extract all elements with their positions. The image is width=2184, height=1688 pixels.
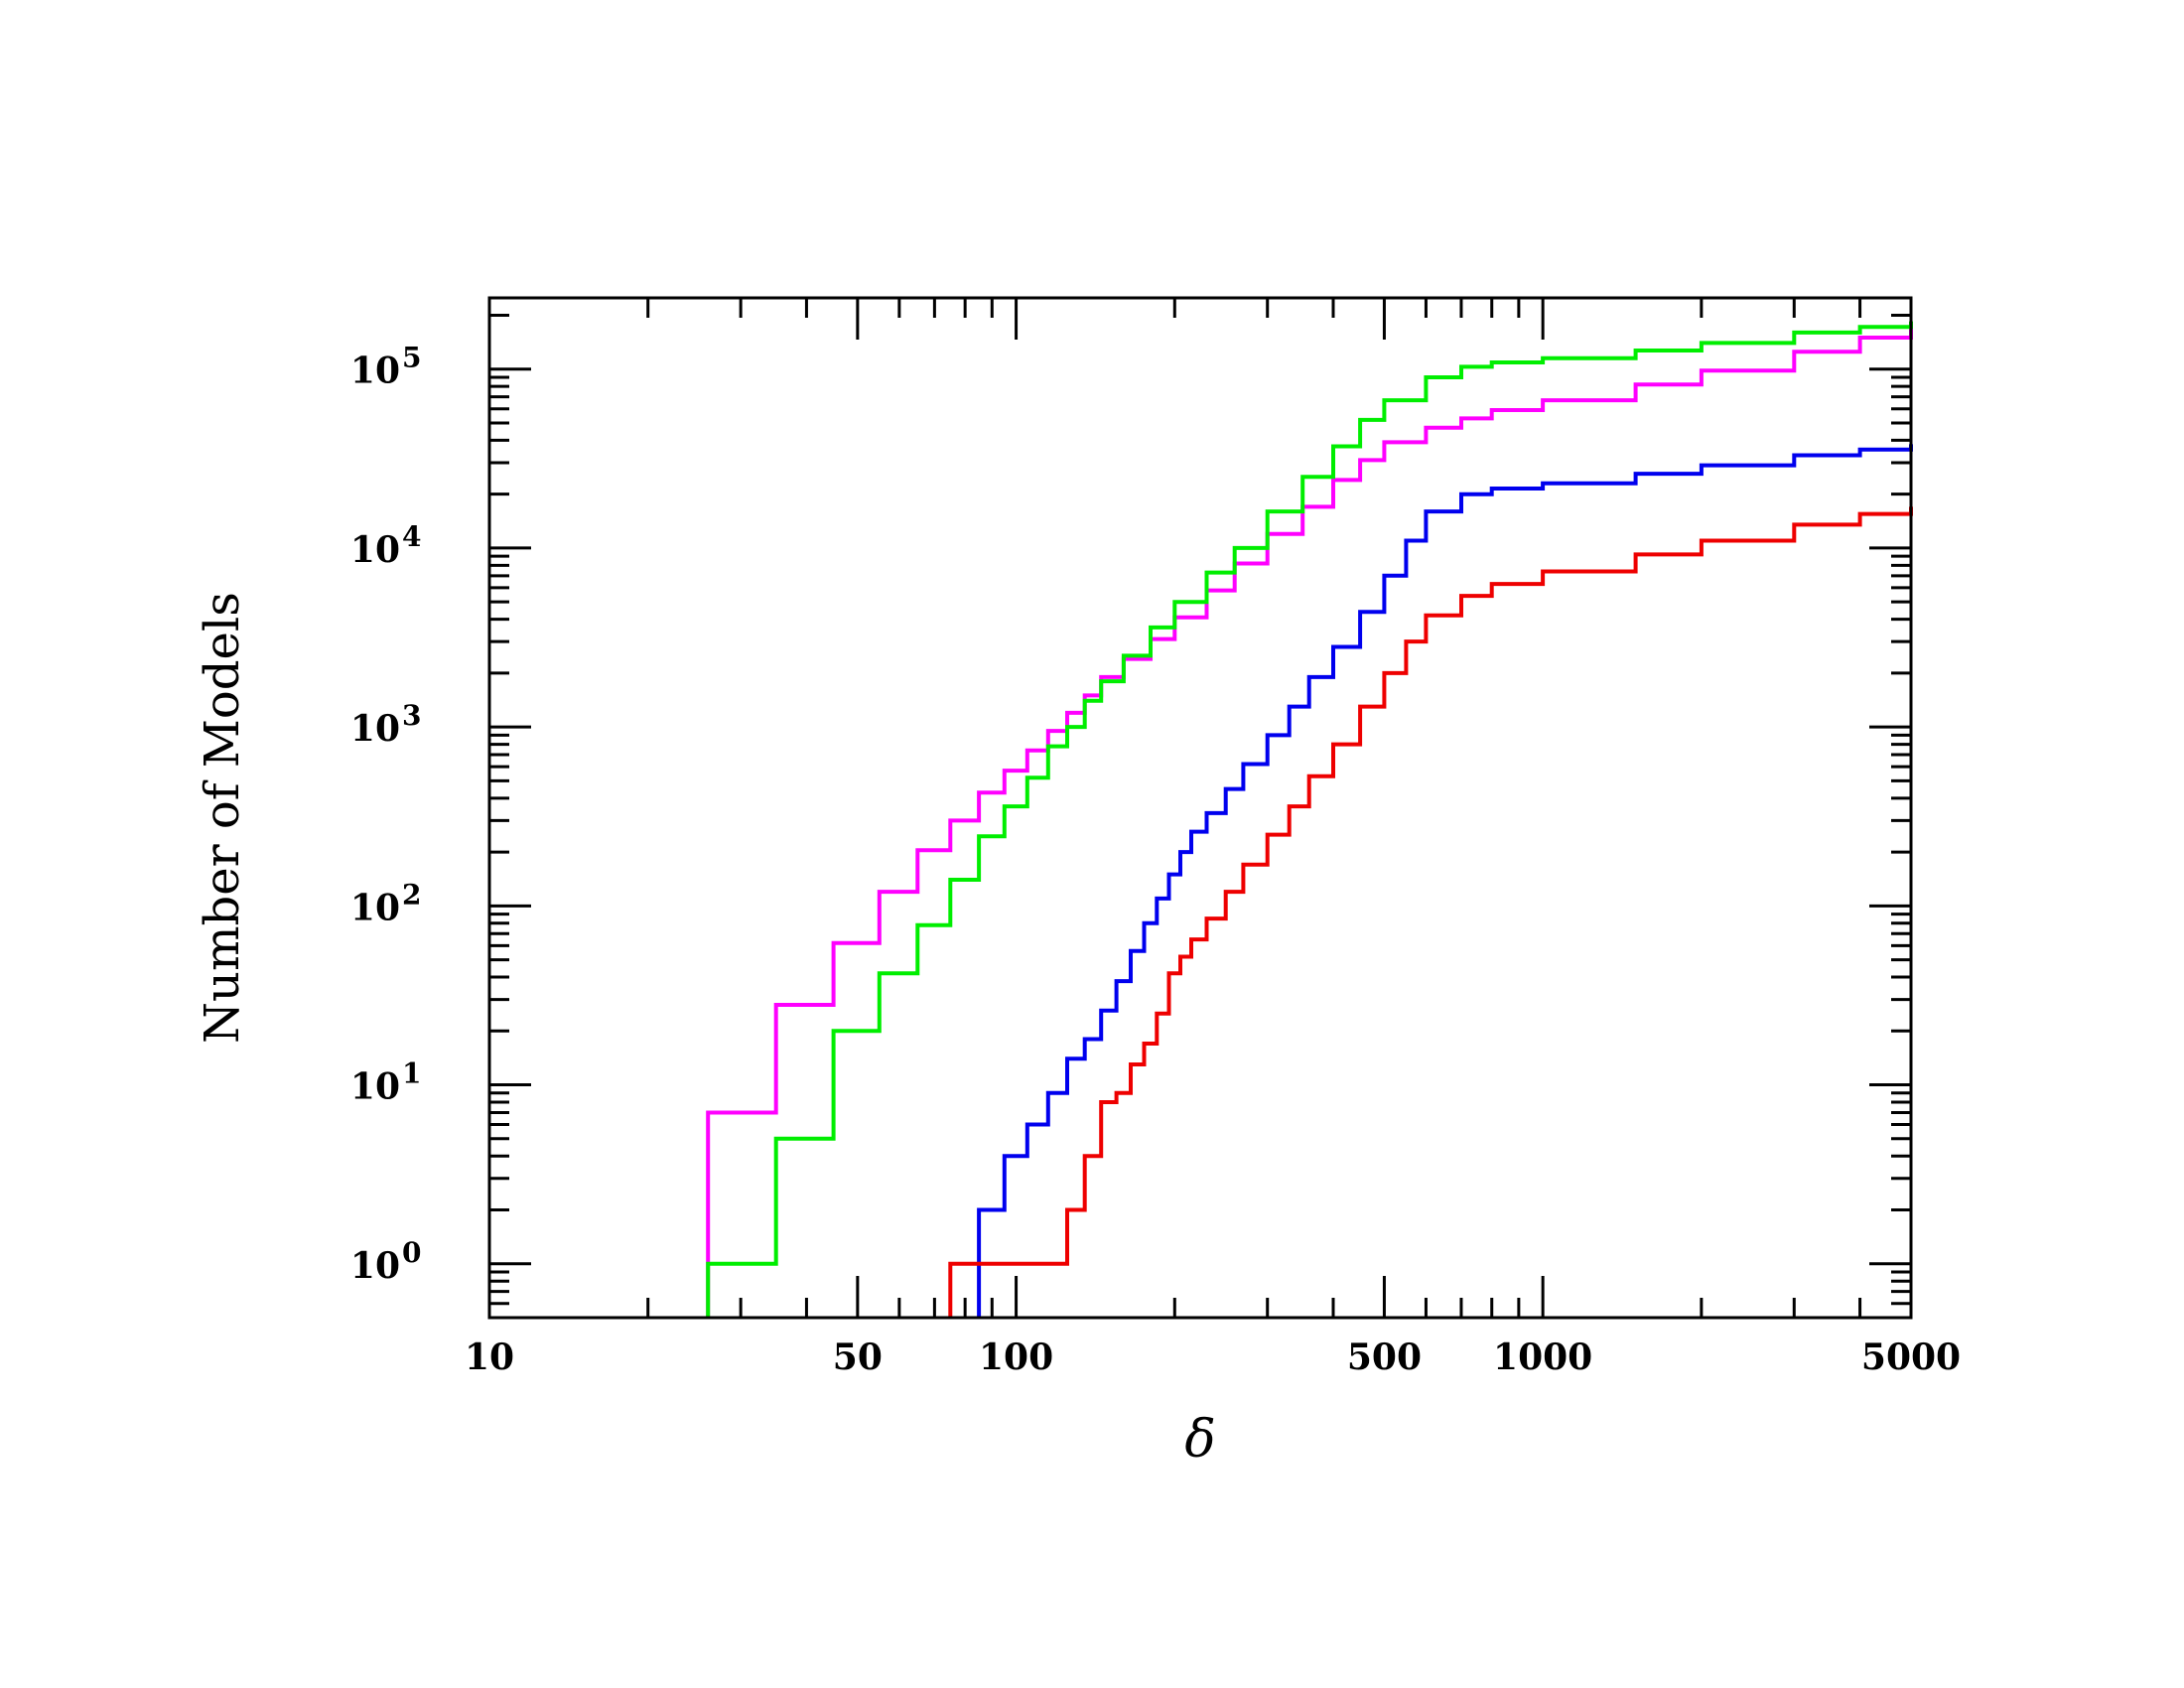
axis-ticks — [487, 298, 1913, 1320]
series-line-4 — [948, 506, 1913, 1318]
x-tick-label: 5000 — [1861, 1336, 1961, 1378]
y-axis-title: Number of Models — [195, 592, 250, 1044]
x-tick-label: 500 — [1347, 1336, 1422, 1378]
y-tick-label: 10 — [350, 529, 400, 571]
plot-frame — [487, 296, 1913, 1320]
y-tick-exponent: 0 — [402, 1236, 421, 1269]
x-axis-title: δ — [1184, 1410, 1215, 1470]
x-tick-labels: 10 50 100 500 1000 5000 — [465, 1336, 1961, 1378]
series-line-3 — [977, 444, 1913, 1318]
plot-series — [706, 321, 1913, 1318]
y-tick-exponent: 2 — [402, 878, 421, 911]
series-line-1 — [706, 325, 1913, 1318]
y-tick-label: 10 — [350, 351, 400, 392]
y-tick-label: 10 — [350, 887, 400, 928]
y-tick-label: 10 — [350, 708, 400, 750]
series-line-2 — [706, 321, 1913, 1318]
y-tick-exponent: 4 — [402, 520, 421, 553]
y-tick-label: 10 — [350, 1245, 400, 1287]
x-tick-label: 1000 — [1493, 1336, 1592, 1378]
y-tick-exponent: 5 — [402, 342, 421, 374]
x-tick-label: 50 — [833, 1336, 883, 1378]
x-tick-label: 100 — [979, 1336, 1053, 1378]
y-tick-label: 10 — [350, 1066, 400, 1108]
x-tick-label: 10 — [465, 1336, 514, 1378]
y-tick-exponent: 1 — [402, 1057, 421, 1090]
y-tick-exponent: 3 — [402, 699, 421, 732]
